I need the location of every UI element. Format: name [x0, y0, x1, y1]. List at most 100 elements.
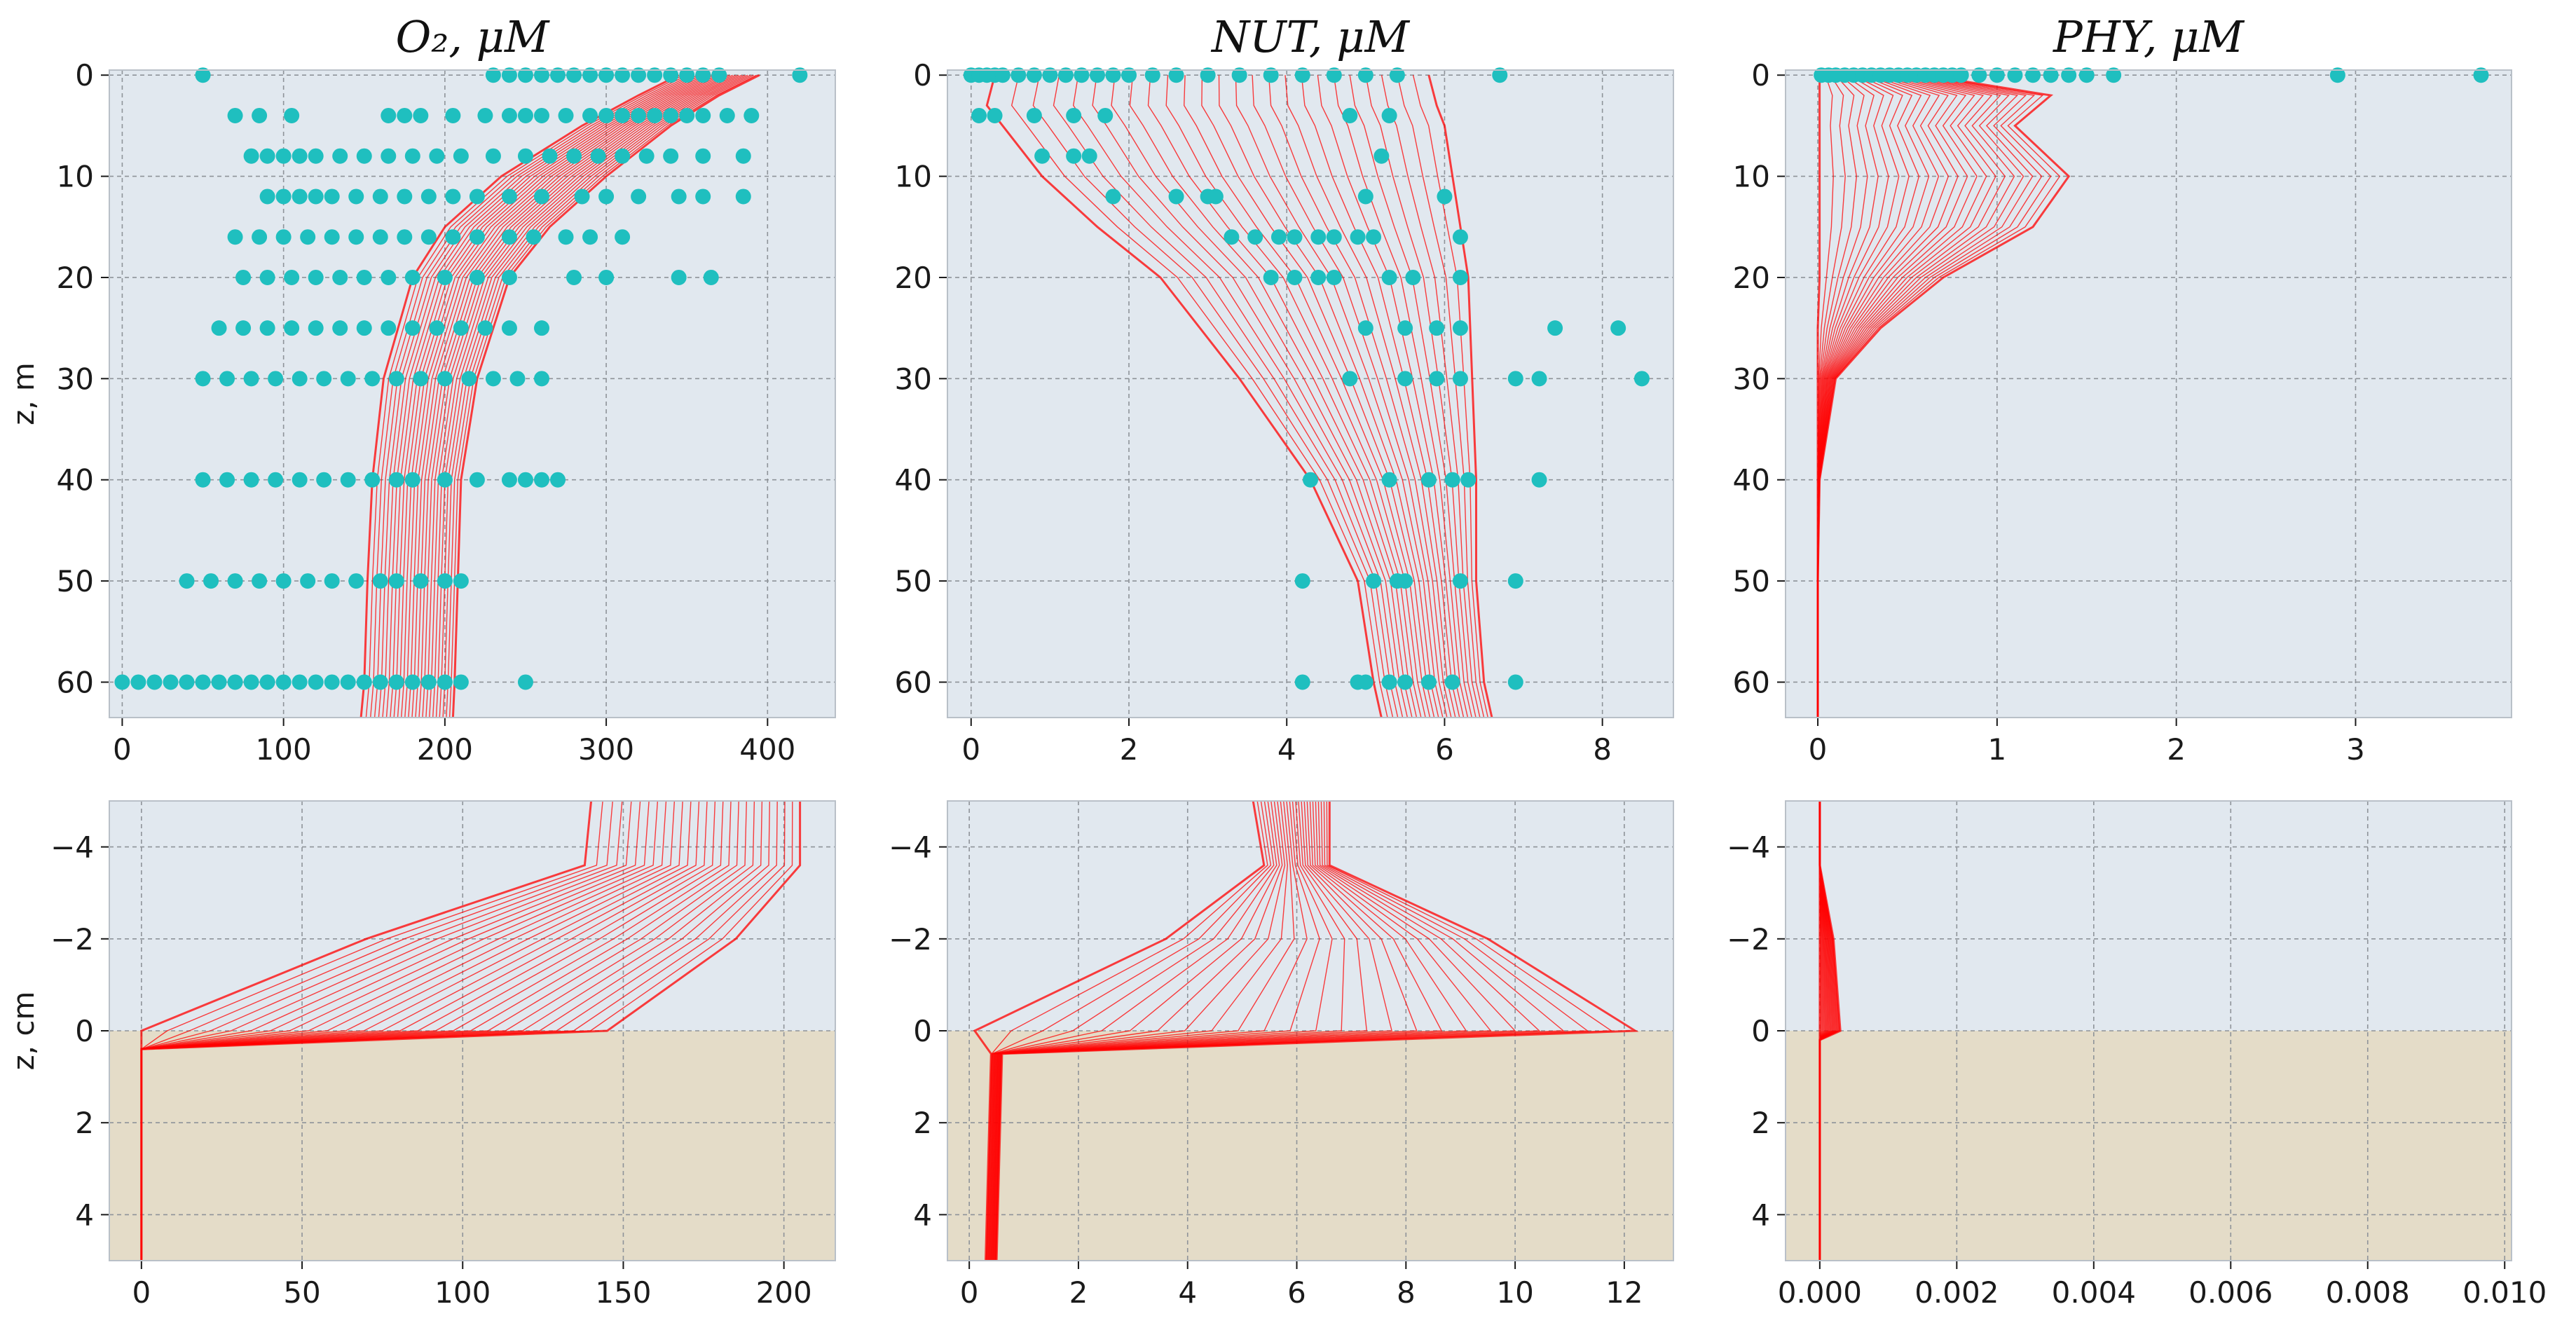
observation-point [1105, 188, 1121, 205]
observation-point [1452, 229, 1468, 245]
x-tick-label: 300 [578, 732, 634, 767]
observation-point [397, 229, 413, 245]
observation-point [501, 188, 517, 205]
observation-point [533, 320, 549, 336]
plot-frame [109, 800, 836, 1261]
observation-point [235, 269, 252, 285]
model-profile-line [1397, 75, 1485, 718]
observation-point [1531, 371, 1547, 387]
observation-point [300, 229, 316, 245]
y-tick-label: 20 [895, 261, 932, 295]
y-tick-label: 40 [1733, 463, 1770, 498]
observation-point [356, 269, 372, 285]
plot-frame [109, 69, 836, 718]
observation-point [1507, 674, 1523, 690]
observation-point [501, 229, 517, 245]
observation-point [356, 674, 372, 690]
observation-point [2078, 67, 2095, 83]
observation-point [638, 148, 655, 164]
observation-point [364, 371, 381, 387]
observation-point [429, 148, 445, 164]
observation-point [453, 573, 469, 589]
observation-point [1089, 67, 1105, 83]
y-tick-label: 50 [1733, 564, 1770, 598]
observation-point [420, 674, 437, 690]
y-tick-label: 20 [57, 261, 94, 295]
observation-point [195, 67, 211, 83]
y-tick-label: 4 [75, 1198, 94, 1232]
x-tick-label: 0 [113, 732, 132, 767]
observation-point [485, 148, 501, 164]
observation-point [744, 107, 760, 123]
observation-point [517, 148, 533, 164]
water-background [947, 70, 1673, 718]
observation-point [663, 67, 679, 83]
observation-point [259, 269, 275, 285]
observation-point [1610, 320, 1626, 336]
observation-point [1437, 188, 1453, 205]
observation-point [1381, 107, 1397, 123]
observation-point [517, 107, 533, 123]
observation-point [631, 67, 647, 83]
y-tick-label: 10 [895, 160, 932, 194]
x-tick-label: 2 [2167, 732, 2186, 767]
observation-point [1405, 269, 1421, 285]
observation-point [404, 320, 420, 336]
observation-point [550, 472, 566, 488]
observation-point [615, 67, 631, 83]
model-profile-line [1365, 75, 1477, 718]
observation-point [1081, 148, 1097, 164]
observation-point [259, 188, 275, 205]
observation-point [1326, 269, 1342, 285]
observation-point [437, 269, 453, 285]
observation-point [1097, 107, 1114, 123]
observation-point [268, 371, 284, 387]
observation-point [284, 269, 300, 285]
model-profile-line [1268, 75, 1452, 718]
observation-point [671, 188, 687, 205]
x-tick-label: 8 [1593, 732, 1612, 767]
x-tick-label: 4 [1277, 732, 1296, 767]
y-tick-label: 0 [1751, 58, 1770, 92]
observation-point [1042, 67, 1058, 83]
x-tick-label: 0 [960, 1275, 979, 1310]
observation-point [227, 674, 243, 690]
x-tick-label: 0.010 [2462, 1275, 2547, 1310]
observation-point [243, 674, 259, 690]
observation-point [211, 320, 227, 336]
observation-point [1397, 320, 1413, 336]
observation-point [404, 472, 420, 488]
y-tick-label: 30 [1733, 362, 1770, 396]
panel-phy-sediment: 0.000 0.002 0.004 0.006 0.008 0.010 −4 −2 0 2 4 [1727, 800, 2547, 1310]
observation-point [501, 320, 517, 336]
observation-point [114, 674, 130, 690]
observation-point [445, 107, 461, 123]
observation-point [316, 371, 332, 387]
observation-point [235, 320, 252, 336]
observation-point [987, 107, 1003, 123]
observation-point [533, 371, 549, 387]
observation-point [1373, 148, 1390, 164]
observation-point [1366, 573, 1382, 589]
y-tick-label: 2 [75, 1106, 94, 1140]
observation-point [1342, 107, 1358, 123]
observation-point [1971, 67, 1987, 83]
observation-point [1381, 674, 1397, 690]
observation-point [413, 573, 429, 589]
observations [114, 67, 808, 690]
observation-point [2025, 67, 2041, 83]
model-profile-line [1165, 75, 1426, 718]
observation-point [203, 573, 219, 589]
observation-point [485, 67, 501, 83]
sediment-background [109, 1031, 835, 1261]
observation-point [324, 188, 340, 205]
model-profile-line [1816, 74, 2071, 718]
observation-point [1121, 67, 1137, 83]
x-tick-label: 0.004 [2052, 1275, 2136, 1310]
observation-point [558, 107, 574, 123]
model-profile-line [1053, 75, 1399, 718]
y-tick-label: 40 [57, 463, 94, 498]
y-tick-label: 20 [1733, 261, 1770, 295]
x-tick-label: 6 [1287, 1275, 1306, 1310]
observation-point [1287, 269, 1303, 285]
